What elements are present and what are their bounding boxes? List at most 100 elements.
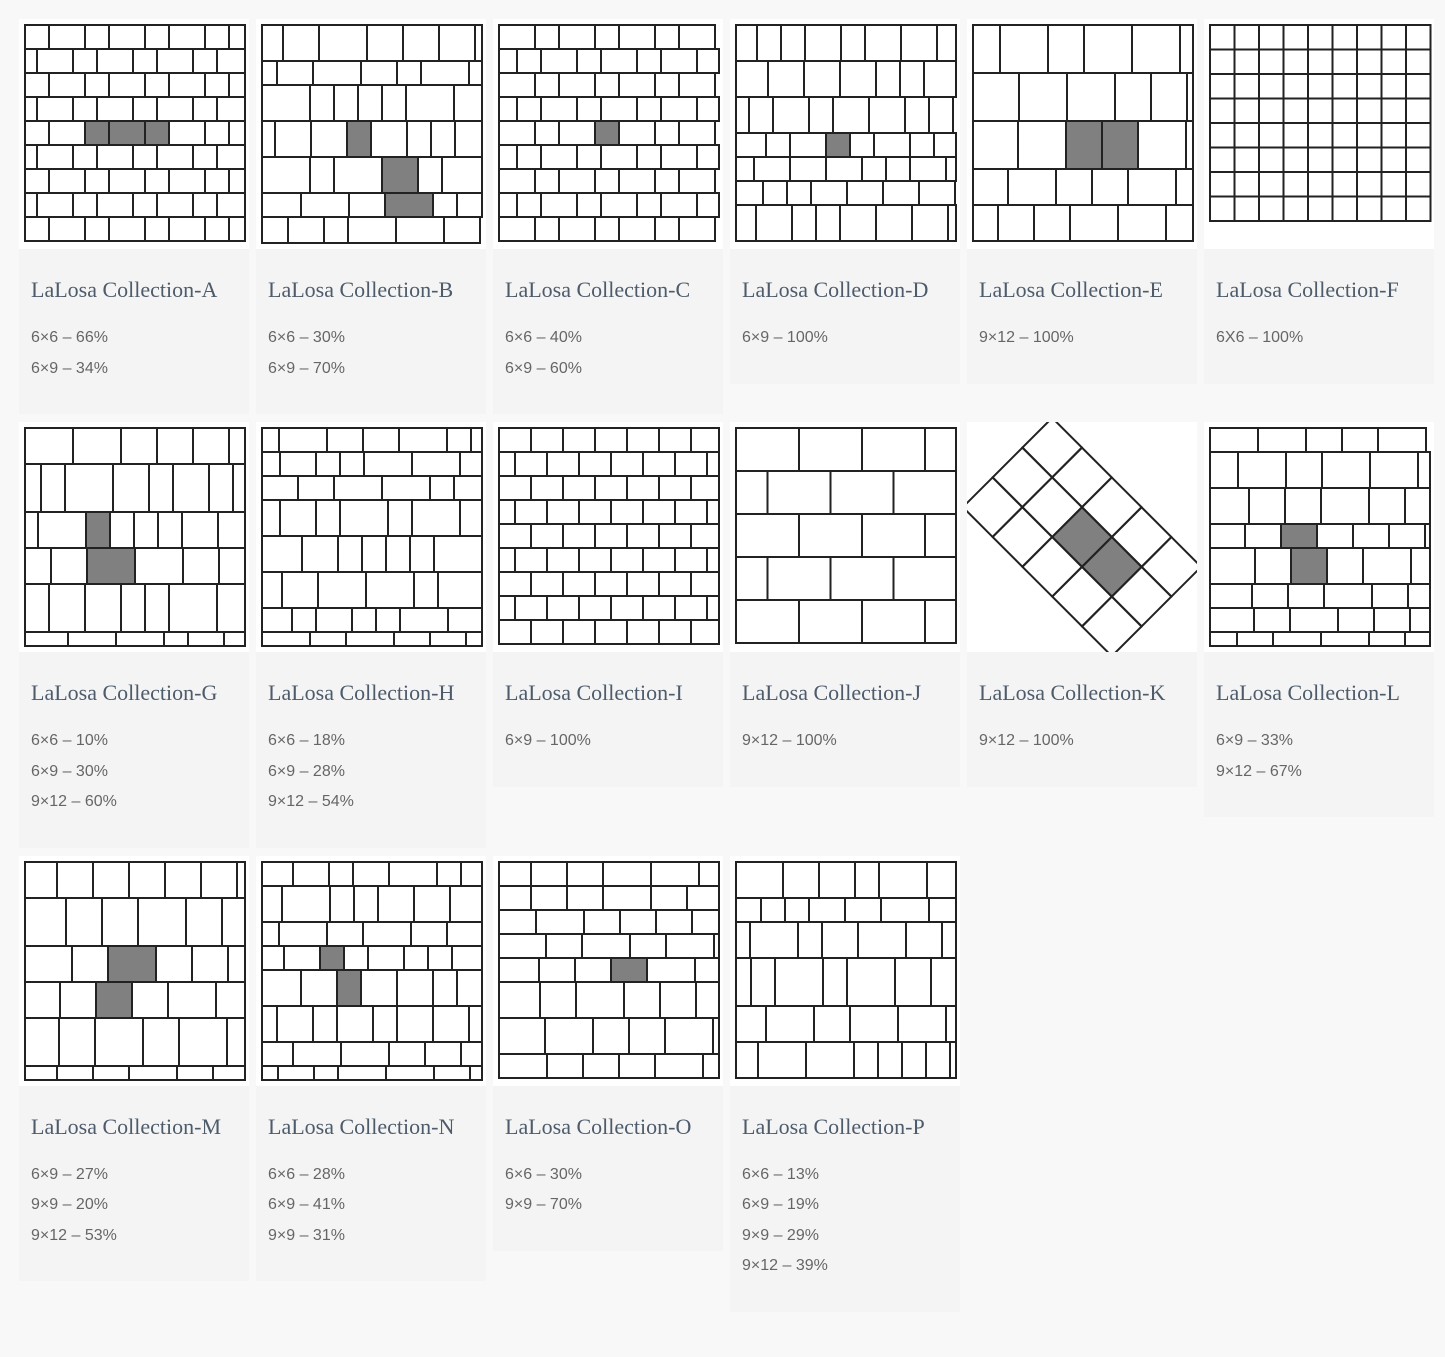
tile xyxy=(602,884,652,911)
product-card[interactable]: LaLosa Collection-J 9×12 – 100% xyxy=(730,422,960,787)
tile xyxy=(164,860,202,899)
tile xyxy=(430,120,456,158)
product-title[interactable]: LaLosa Collection-G xyxy=(31,680,218,705)
product-title[interactable]: LaLosa Collection-H xyxy=(268,680,455,705)
tile xyxy=(690,571,720,597)
tile xyxy=(1233,122,1260,149)
tile xyxy=(144,168,170,194)
product-card[interactable]: LaLosa Collection-K 9×12 – 100% xyxy=(967,422,1197,787)
tile xyxy=(576,144,602,170)
tile xyxy=(372,1004,398,1043)
tile xyxy=(182,547,220,585)
card-body: LaLosa Collection-B 6×6 – 30% 6×9 – 70% xyxy=(256,249,486,414)
tile xyxy=(578,547,612,573)
tile xyxy=(363,451,413,477)
product-card[interactable]: LaLosa Collection-D 6×9 – 100% xyxy=(730,19,960,384)
product-title[interactable]: LaLosa Collection-M xyxy=(31,1113,222,1139)
spec-line: 9×9 – 31% xyxy=(268,1226,345,1244)
tile xyxy=(626,427,660,453)
product-title[interactable]: LaLosa Collection-P xyxy=(742,1113,925,1139)
tile xyxy=(784,896,810,923)
product-title[interactable]: LaLosa Collection-J xyxy=(742,680,922,705)
tile xyxy=(774,956,824,1007)
tile xyxy=(498,956,540,983)
tile xyxy=(582,1052,620,1079)
tile xyxy=(384,192,434,218)
product-card[interactable]: LaLosa Collection-F 6X6 – 100% xyxy=(1204,19,1434,384)
product-title[interactable]: LaLosa Collection-C xyxy=(505,277,691,302)
tile xyxy=(844,896,882,923)
product-card[interactable]: LaLosa Collection-O 6×6 – 30% 9×9 – 70% xyxy=(493,855,723,1251)
tile xyxy=(1369,451,1419,489)
tile xyxy=(387,499,413,537)
tile xyxy=(460,860,483,887)
tile xyxy=(1258,97,1285,124)
tile xyxy=(1326,547,1364,585)
product-title[interactable]: LaLosa Collection-L xyxy=(1216,680,1400,705)
product-title[interactable]: LaLosa Collection-I xyxy=(505,680,683,705)
tile xyxy=(128,860,166,899)
spec-list: 9×12 – 100% xyxy=(979,323,1185,354)
tile xyxy=(48,72,86,98)
tile xyxy=(48,120,86,146)
tile xyxy=(1380,195,1407,222)
tile xyxy=(1407,583,1431,609)
tile xyxy=(261,451,281,477)
product-title[interactable]: LaLosa Collection-N xyxy=(268,1113,455,1139)
product-title[interactable]: LaLosa Collection-B xyxy=(268,277,454,302)
product-title[interactable]: LaLosa Collection-A xyxy=(31,277,218,302)
product-card[interactable]: LaLosa Collection-E 9×12 – 100% xyxy=(967,19,1197,384)
tile xyxy=(583,908,621,935)
tile xyxy=(498,96,518,122)
tile xyxy=(897,1004,947,1043)
tile xyxy=(393,631,431,647)
tile xyxy=(200,860,238,899)
product-card[interactable]: LaLosa Collection-N 6×6 – 28% 6×9 – 41% 9×9… xyxy=(256,855,486,1281)
product-card[interactable]: LaLosa Collection-H 6×6 – 18% 6×9 – 28% 9×1… xyxy=(256,422,486,848)
product-title[interactable]: LaLosa Collection-E xyxy=(979,277,1163,302)
tile xyxy=(696,192,720,218)
tile xyxy=(660,96,698,122)
product-card[interactable]: LaLosa Collection-A 6×6 – 66% 6×9 – 34% xyxy=(19,19,249,414)
tile xyxy=(695,980,720,1019)
product-title[interactable]: LaLosa Collection-K xyxy=(979,680,1166,705)
tile xyxy=(735,1040,759,1079)
product-title[interactable]: LaLosa Collection-F xyxy=(1216,277,1399,302)
product-card[interactable]: LaLosa Collection-I 6×9 – 100% xyxy=(493,422,723,787)
tile xyxy=(735,896,762,923)
spec-line: 6×9 – 41% xyxy=(268,1196,345,1213)
tile xyxy=(337,535,363,573)
product-card[interactable]: LaLosa Collection-C 6×6 – 40% 6×9 – 60% xyxy=(493,19,723,414)
tile xyxy=(1209,122,1236,149)
tile xyxy=(1356,171,1383,198)
product-card[interactable]: LaLosa Collection-M 6×9 – 27% 9×9 – 20% 9×1… xyxy=(19,855,249,1281)
tile xyxy=(357,84,383,122)
tile xyxy=(447,607,483,633)
tile xyxy=(192,427,230,465)
tile xyxy=(545,932,583,959)
product-card[interactable]: LaLosa Collection-G 6×6 – 10% 6×9 – 30% 9×1… xyxy=(19,422,249,848)
product-title[interactable]: LaLosa Collection-O xyxy=(505,1113,692,1139)
tile xyxy=(58,1016,96,1067)
product-card[interactable]: LaLosa Collection-L 6×9 – 33% 9×12 – 67% xyxy=(1204,422,1434,817)
tile xyxy=(24,96,38,122)
tile xyxy=(216,96,246,122)
tile xyxy=(377,884,415,923)
product-title[interactable]: LaLosa Collection-D xyxy=(742,277,929,302)
tile xyxy=(72,144,98,170)
product-card[interactable]: LaLosa Collection-B 6×6 – 30% 6×9 – 70% xyxy=(256,19,486,414)
pattern-image xyxy=(493,422,723,652)
tile xyxy=(619,908,657,935)
tile xyxy=(261,920,280,947)
spec-list: 6×6 – 30% 6×9 – 70% xyxy=(268,323,474,384)
tile xyxy=(48,216,86,242)
tile xyxy=(95,980,133,1019)
tile xyxy=(1331,171,1358,198)
tile xyxy=(155,944,193,983)
tile xyxy=(84,120,110,146)
tile xyxy=(660,144,698,170)
spec-line: 6×6 – 10% xyxy=(31,732,108,749)
product-card[interactable]: LaLosa Collection-P 6×6 – 13% 6×9 – 19% 9×9… xyxy=(730,855,960,1312)
tile xyxy=(460,1040,483,1067)
tile xyxy=(1209,451,1239,489)
